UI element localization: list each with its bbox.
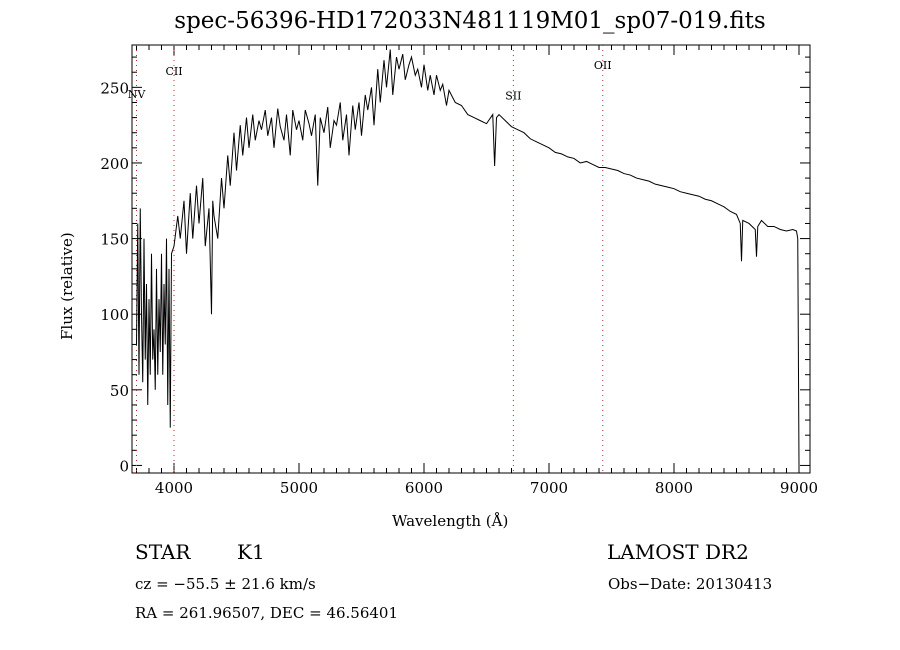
x-tick-label: 8000 — [655, 479, 693, 497]
subclass: K1 — [237, 540, 265, 564]
object-type: STAR — [135, 540, 191, 564]
line-label-nv: NV — [128, 88, 147, 101]
obs-date: Obs−Date: 20130413 — [608, 575, 773, 593]
x-axis-label: Wavelength (Å) — [392, 512, 509, 530]
line-label-cii: CII — [165, 65, 182, 78]
survey-label: LAMOST DR2 — [607, 540, 749, 564]
x-tick-label: 9000 — [780, 479, 818, 497]
x-tick-label: 4000 — [155, 479, 193, 497]
coordinates: RA = 261.96507, DEC = 46.56401 — [135, 604, 399, 622]
line-label-oii: OII — [594, 59, 612, 72]
plot-frame — [131, 44, 811, 474]
spectrum-line — [136, 49, 800, 466]
y-tick-label: 0 — [119, 457, 129, 475]
y-tick-label: 50 — [110, 382, 129, 400]
x-tick-label: 6000 — [405, 479, 443, 497]
x-tick-label: 5000 — [280, 479, 318, 497]
y-tick-label: 200 — [100, 155, 129, 173]
redshift-info: cz = −55.5 ± 21.6 km/s — [135, 575, 316, 593]
y-tick-label: 150 — [100, 231, 129, 249]
line-label-sii: SII — [505, 89, 521, 102]
y-axis-label: Flux (relative) — [58, 232, 76, 340]
y-tick-label: 100 — [100, 306, 129, 324]
y-tick-label: 250 — [100, 79, 129, 97]
x-tick-label: 7000 — [530, 479, 568, 497]
chart-title: spec-56396-HD172033N481119M01_sp07-019.f… — [174, 8, 766, 34]
